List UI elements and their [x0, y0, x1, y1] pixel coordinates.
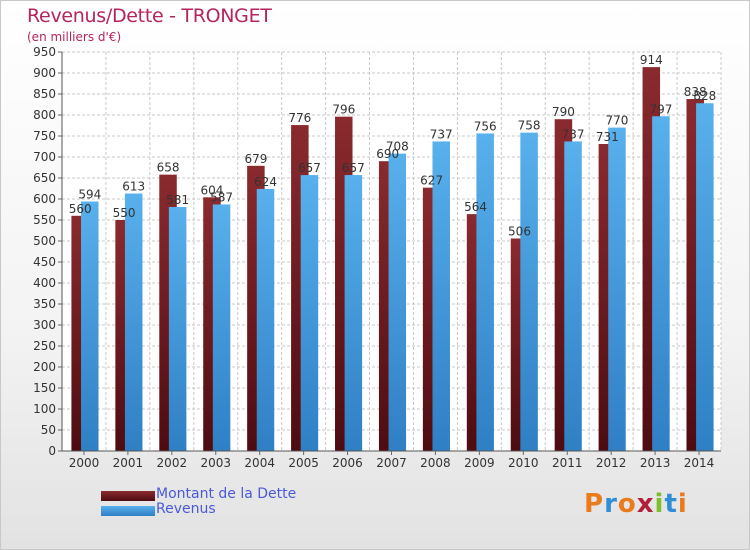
chart-subtitle: (en milliers d'€) — [27, 30, 122, 44]
x-tick-label: 2003 — [200, 456, 231, 470]
y-tick-label: 200 — [33, 360, 56, 374]
logo-letter: i — [654, 489, 665, 519]
x-tick-label: 2007 — [376, 456, 407, 470]
y-tick-label: 400 — [33, 276, 56, 290]
y-tick-label: 600 — [33, 192, 56, 206]
logo-letter: x — [636, 489, 655, 519]
bar-revenus — [520, 132, 538, 451]
data-label-dette: 506 — [508, 224, 531, 238]
data-label-dette: 679 — [244, 152, 267, 166]
data-label-revenus: 737 — [430, 127, 453, 141]
data-label-dette: 627 — [420, 174, 443, 188]
data-label-dette: 796 — [332, 103, 355, 117]
data-label-revenus: 581 — [166, 193, 189, 207]
y-tick-label: 500 — [33, 234, 56, 248]
y-tick-label: 100 — [33, 402, 56, 416]
bar-revenus — [212, 204, 231, 451]
bar-revenus — [344, 175, 363, 451]
logo-letter: r — [604, 489, 618, 519]
data-label-revenus: 624 — [254, 175, 277, 189]
logo-letter: i — [677, 489, 688, 519]
data-label-dette: 790 — [552, 105, 575, 119]
bar-revenus — [388, 153, 407, 451]
y-tick-label: 550 — [33, 213, 56, 227]
bar-revenus — [608, 127, 626, 451]
y-tick-label: 350 — [33, 297, 56, 311]
y-tick-label: 950 — [33, 45, 56, 59]
x-tick-label: 2008 — [420, 456, 451, 470]
x-tick-label: 2005 — [288, 456, 319, 470]
logo-letter: t — [664, 489, 678, 519]
data-label-dette: 658 — [157, 161, 180, 175]
bar-revenus — [564, 141, 582, 451]
y-tick-label: 750 — [33, 129, 56, 143]
y-tick-label: 250 — [33, 339, 56, 353]
data-label-dette: 560 — [69, 202, 92, 216]
data-label-revenus: 737 — [562, 127, 585, 141]
data-label-dette: 604 — [201, 183, 224, 197]
bar-revenus — [476, 133, 494, 452]
y-tick-label: 700 — [33, 150, 56, 164]
logo-letter: o — [617, 489, 637, 519]
bar-revenus — [652, 116, 670, 451]
x-tick-label: 2011 — [552, 456, 583, 470]
data-label-revenus: 657 — [342, 161, 365, 175]
y-tick-label: 150 — [33, 381, 56, 395]
x-tick-label: 2002 — [157, 456, 188, 470]
y-tick-label: 650 — [33, 171, 56, 185]
data-label-dette: 838 — [684, 85, 707, 99]
data-label-revenus: 770 — [606, 114, 629, 128]
x-tick-label: 2001 — [113, 456, 144, 470]
x-tick-label: 2009 — [464, 456, 495, 470]
x-tick-label: 2013 — [640, 456, 671, 470]
data-label-dette: 914 — [640, 53, 663, 67]
bar-revenus — [81, 201, 99, 451]
logo-letter: P — [584, 489, 605, 519]
data-label-revenus: 756 — [474, 119, 497, 133]
y-tick-label: 450 — [33, 255, 56, 269]
legend-swatch-revenus — [101, 506, 155, 516]
x-tick-label: 2006 — [332, 456, 363, 470]
chart-title: Revenus/Dette - TRONGET — [27, 5, 272, 27]
x-tick-label: 2014 — [684, 456, 715, 470]
data-label-dette: 776 — [288, 111, 311, 125]
data-label-dette: 564 — [464, 200, 487, 214]
bar-revenus — [696, 103, 714, 452]
y-tick-label: 0 — [48, 444, 56, 458]
legend-label-dette: Montant de la Dette — [156, 486, 297, 502]
legend-swatch-dette — [101, 491, 155, 501]
data-label-revenus: 594 — [78, 188, 101, 202]
x-tick-label: 2004 — [244, 456, 275, 470]
data-label-dette: 731 — [596, 130, 619, 144]
y-tick-label: 50 — [41, 423, 56, 437]
y-tick-label: 800 — [33, 108, 56, 122]
data-label-revenus: 758 — [518, 119, 541, 133]
data-label-revenus: 587 — [210, 190, 233, 204]
x-tick-label: 2000 — [69, 456, 100, 470]
bar-revenus — [168, 206, 187, 451]
proxiti-logo: Proxiti — [584, 489, 688, 519]
data-label-dette: 690 — [376, 147, 399, 161]
bar-revenus — [124, 193, 143, 452]
legend-label-revenus: Revenus — [156, 501, 216, 517]
data-label-revenus: 828 — [693, 89, 716, 103]
bar-revenus — [300, 175, 319, 451]
bar-revenus — [256, 188, 275, 452]
data-label-revenus: 657 — [298, 161, 321, 175]
y-tick-label: 300 — [33, 318, 56, 332]
data-label-dette: 550 — [113, 206, 136, 220]
data-label-revenus: 708 — [386, 140, 409, 154]
x-tick-label: 2010 — [508, 456, 539, 470]
bar-revenus — [432, 141, 450, 451]
x-tick-label: 2012 — [596, 456, 627, 470]
y-tick-label: 900 — [33, 66, 56, 80]
data-label-revenus: 797 — [649, 102, 672, 116]
data-label-revenus: 613 — [122, 180, 145, 194]
y-tick-label: 850 — [33, 87, 56, 101]
